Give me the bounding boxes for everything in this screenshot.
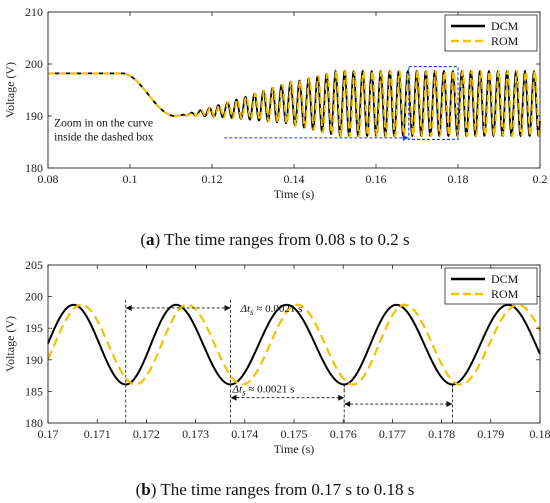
- legend-label-rom: ROM: [491, 287, 519, 301]
- legend-label-dcm: DCM: [491, 272, 519, 286]
- y-tick-label: 185: [25, 384, 43, 398]
- legend-label-rom: ROM: [491, 34, 519, 48]
- panel-b-y-axis-label: Voltage (V): [3, 316, 17, 372]
- arrow-head: [230, 394, 237, 401]
- arrow-head: [224, 304, 231, 311]
- zoom-box: [408, 66, 459, 140]
- legend-box: [444, 14, 538, 52]
- x-tick-label: 0.12: [202, 172, 223, 186]
- x-tick-label: 0.175: [281, 427, 308, 441]
- x-tick-label: 0.174: [231, 427, 258, 441]
- x-tick-label: 0.173: [182, 427, 209, 441]
- caption-b-text: The time ranges from 0.17 s to 0.18 s: [156, 480, 414, 499]
- y-tick-label: 200: [25, 290, 43, 304]
- x-tick-label: 0.18: [530, 427, 550, 441]
- panel-b-x-axis-label: Time (s): [274, 442, 315, 456]
- x-tick-label: 0.17: [38, 427, 59, 441]
- x-tick-label: 0.179: [477, 427, 504, 441]
- panel-a-y-axis-label: Voltage (V): [3, 62, 17, 118]
- x-tick-label: 0.2: [533, 172, 548, 186]
- x-tick-label: 0.172: [133, 427, 160, 441]
- y-tick-label: 190: [25, 353, 43, 367]
- caption-a-letter: a: [146, 230, 155, 249]
- x-tick-label: 0.178: [428, 427, 455, 441]
- y-tick-label: 210: [25, 5, 43, 19]
- x-tick-label: 0.177: [379, 427, 406, 441]
- x-tick-label: 0.14: [284, 172, 305, 186]
- x-tick-label: 0.18: [448, 172, 469, 186]
- series-line-rom: [47, 303, 541, 386]
- y-tick-label: 200: [25, 57, 43, 71]
- period-annotation-label: Δts ≈ 0.0021 s: [232, 384, 295, 398]
- x-tick-label: 0.171: [84, 427, 111, 441]
- caption-a: (a) The time ranges from 0.08 s to 0.2 s: [140, 230, 409, 249]
- panel-b-chart: Δts ≈ 0.0021 s Δts ≈ 0.0021 s 0.17 0.171 0.…: [3, 258, 550, 456]
- y-tick-label: 195: [25, 321, 43, 335]
- zoom-annotation-line2: inside the dashed box: [54, 131, 154, 143]
- arrow-head: [125, 304, 132, 311]
- panel-a-chart: Zoom in on the curve inside the dashed bo…: [3, 5, 548, 201]
- x-tick-label: 0.08: [38, 172, 59, 186]
- y-tick-label: 205: [25, 258, 43, 272]
- caption-b: (b) The time ranges from 0.17 s to 0.18 …: [136, 480, 415, 499]
- zoom-annotation-line1: Zoom in on the curve: [54, 117, 153, 129]
- y-tick-label: 190: [25, 109, 43, 123]
- x-tick-label: 0.176: [330, 427, 357, 441]
- legend-label-dcm: DCM: [491, 19, 519, 33]
- period-annotation-label: Δts ≈ 0.0021 s: [240, 303, 303, 317]
- y-tick-label: 180: [25, 416, 43, 430]
- x-tick-label: 0.1: [123, 172, 138, 186]
- arrow-head: [446, 401, 453, 408]
- panel-a-x-axis-label: Time (s): [274, 187, 315, 201]
- arrow-head: [338, 394, 345, 401]
- zoom-arrow-head: [402, 134, 409, 141]
- x-tick-label: 0.16: [366, 172, 387, 186]
- legend-box: [444, 267, 538, 305]
- arrow-head: [344, 401, 351, 408]
- caption-a-text: The time ranges from 0.08 s to 0.2 s: [160, 230, 409, 249]
- y-tick-label: 180: [25, 161, 43, 175]
- caption-b-letter: b: [141, 480, 150, 499]
